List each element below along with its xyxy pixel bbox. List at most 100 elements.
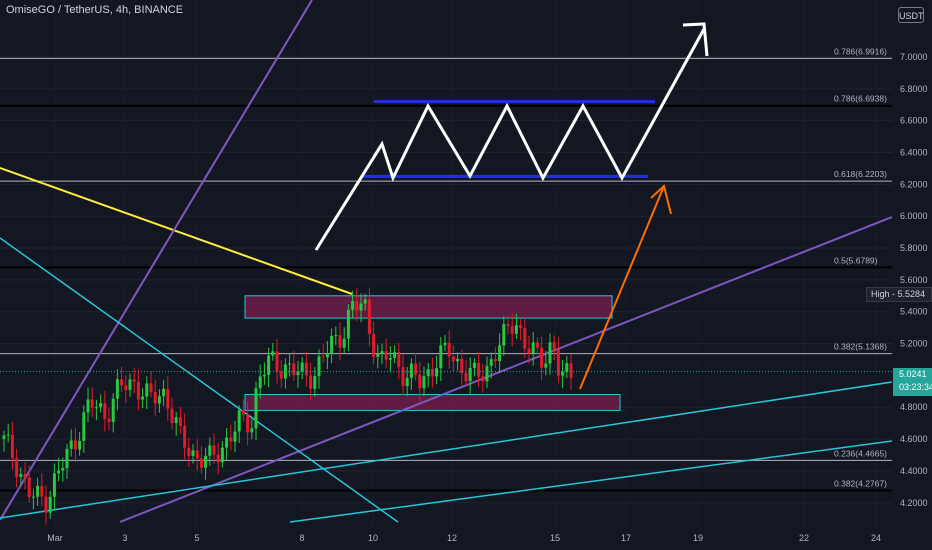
candle-body-96 <box>405 377 409 387</box>
price-tick-11: 4.6000 <box>900 434 928 444</box>
high-value: 5.5284 <box>897 289 926 299</box>
time-tick-3: 8 <box>299 533 304 543</box>
current-price-tag: 5.0241 03:23:34 <box>893 368 932 396</box>
projection-path <box>314 28 706 251</box>
candle-body-87 <box>367 299 371 334</box>
candle-body-90 <box>380 351 384 354</box>
candle-body-20 <box>86 399 90 413</box>
candle-body-103 <box>435 368 439 377</box>
candle-body-115 <box>485 365 489 382</box>
high-label: High <box>871 289 890 299</box>
candle-body-36 <box>153 392 157 404</box>
candle-body-14 <box>61 467 65 471</box>
candle-body-44 <box>187 447 191 456</box>
candle-body-9 <box>40 485 44 497</box>
candle-body-75 <box>317 356 321 377</box>
candle-body-43 <box>183 425 187 448</box>
price-tick-6: 5.8000 <box>900 243 928 253</box>
candle-body-129 <box>544 363 548 368</box>
candle-body-72 <box>304 362 308 376</box>
currency-badge[interactable]: USDT <box>898 7 924 23</box>
grid-lines <box>0 56 892 504</box>
bar-countdown: 03:23:34 <box>899 382 932 392</box>
cyan-trendline-up <box>0 381 893 519</box>
price-tick-2: 6.6000 <box>900 116 928 126</box>
candle-body-15 <box>65 448 69 468</box>
candle-body-117 <box>493 359 497 362</box>
purple-trendline-right <box>119 216 893 523</box>
candle-body-31 <box>132 379 136 382</box>
candle-body-32 <box>136 381 140 400</box>
candle-body-28 <box>120 379 124 386</box>
time-axis[interactable]: Mar 3 5 8 10 12 15 17 19 22 24 <box>47 533 881 543</box>
current-price-value: 5.0241 <box>899 369 927 379</box>
candle-body-29 <box>124 385 128 390</box>
candle-body-108 <box>456 358 460 362</box>
price-tick-10: 4.8000 <box>900 402 928 412</box>
high-marker: High - 5.5284 <box>866 287 932 302</box>
price-tick-13: 4.2000 <box>900 498 928 508</box>
fib-levels: 0.786(6.9916) 0.786(6.6938) 0.618(6.2203) 0… <box>0 46 892 492</box>
candle-body-82 <box>346 309 350 339</box>
price-tick-0: 7.0000 <box>900 52 928 62</box>
candle-body-127 <box>535 342 539 348</box>
projection-drawings <box>0 22 892 390</box>
candle-body-118 <box>498 345 502 362</box>
candle-body-128 <box>540 347 544 368</box>
candle-body-99 <box>418 374 422 389</box>
candle-body-85 <box>359 303 363 311</box>
candle-body-104 <box>439 345 443 369</box>
candle-body-84 <box>355 300 359 311</box>
candle-body-110 <box>464 373 468 382</box>
candle-body-62 <box>262 374 266 377</box>
cyan-trendline-down <box>0 237 399 523</box>
candle-body-13 <box>57 470 61 474</box>
price-axis[interactable]: 7.0000 6.8000 6.6000 6.4000 6.2000 6.0000 5.80… <box>892 0 932 550</box>
price-tick-12: 4.4000 <box>900 466 928 476</box>
candle-body-63 <box>267 355 271 375</box>
candle-body-135 <box>569 363 573 378</box>
candle-body-111 <box>468 367 472 382</box>
price-tick-1: 6.8000 <box>900 84 928 94</box>
time-tick-6: 15 <box>550 533 560 543</box>
candle-body-42 <box>178 417 182 426</box>
candle-body-71 <box>300 362 304 372</box>
time-tick-5: 12 <box>447 533 457 543</box>
candle-body-6 <box>27 477 31 497</box>
candle-body-95 <box>401 367 405 387</box>
candle-body-3 <box>15 458 19 477</box>
candle-body-89 <box>376 353 380 357</box>
candle-body-120 <box>506 324 510 327</box>
candle-body-34 <box>145 383 149 397</box>
time-tick-4: 10 <box>368 533 378 543</box>
candle-body-107 <box>451 356 455 362</box>
candle-body-64 <box>271 351 275 356</box>
candle-body-91 <box>384 351 388 360</box>
candle-body-5 <box>23 473 27 478</box>
time-tick-2: 5 <box>194 533 199 543</box>
candle-body-73 <box>309 375 313 389</box>
candle-body-86 <box>363 299 367 304</box>
candle-body-30 <box>128 379 132 390</box>
candle-body-2 <box>10 434 14 459</box>
cyan-trendline-lower <box>289 440 893 523</box>
trend-lines <box>0 0 893 523</box>
candle-body-70 <box>296 371 300 376</box>
candle-body-76 <box>321 356 325 358</box>
candle-body-98 <box>414 363 418 375</box>
orange-arrowhead <box>650 184 672 215</box>
candle-body-37 <box>157 396 161 404</box>
price-zones <box>244 295 621 411</box>
yellow-trendline <box>0 167 353 295</box>
candle-body-77 <box>325 353 329 358</box>
candle-body-88 <box>372 333 376 357</box>
candle-body-106 <box>447 342 451 357</box>
candle-body-50 <box>212 445 216 455</box>
candle-body-55 <box>233 431 237 442</box>
candle-body-4 <box>19 473 23 477</box>
candle-body-17 <box>73 440 77 450</box>
candle-body-132 <box>556 349 560 376</box>
price-tick-7: 5.6000 <box>900 275 928 285</box>
time-tick-9: 22 <box>799 533 809 543</box>
